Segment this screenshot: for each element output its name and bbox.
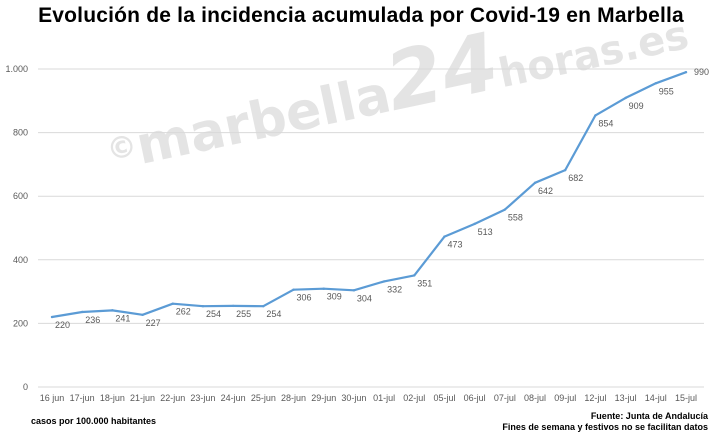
data-point — [50, 315, 54, 319]
data-point — [292, 288, 295, 291]
gridlines — [38, 68, 704, 388]
data-label: 227 — [146, 318, 161, 328]
data-point — [171, 302, 174, 305]
x-tick-label: 23-jun — [190, 393, 215, 403]
data-label: 909 — [629, 101, 644, 111]
y-tick-label: 400 — [13, 255, 28, 265]
weekend-note: Fines de semana y festivos no se facilit… — [502, 422, 708, 432]
data-label: 254 — [206, 309, 221, 319]
data-point — [262, 305, 265, 308]
x-tick-label: 21-jun — [130, 393, 155, 403]
data-point — [473, 222, 476, 226]
x-tick-label: 22-jun — [160, 393, 185, 403]
data-point — [503, 208, 507, 211]
data-point — [322, 287, 325, 290]
series-line — [50, 71, 688, 319]
data-point — [533, 181, 537, 185]
chart-title: Evolución de la incidencia acumulada por… — [38, 4, 684, 27]
data-label: 262 — [176, 307, 191, 317]
data-labels: 220 236 241 227 262 254 255 254 306 309 304 332 351 4… — [55, 67, 709, 330]
data-label: 473 — [447, 240, 462, 250]
x-tick-label: 24-jun — [221, 393, 246, 403]
data-label: 241 — [115, 313, 130, 323]
y-tick-label: 0 — [23, 382, 28, 392]
x-tick-label: 14-jul — [645, 393, 667, 403]
x-tick-label: 13-jul — [615, 393, 637, 403]
data-point — [654, 82, 658, 85]
x-tick-label: 28-jun — [281, 393, 306, 403]
x-tick-label: 05-jul — [433, 393, 455, 403]
x-tick-label: 15-jul — [675, 393, 697, 403]
data-label: 351 — [417, 278, 432, 288]
data-point — [352, 289, 356, 292]
x-tick-label: 08-jul — [524, 393, 546, 403]
data-label: 990 — [694, 67, 709, 77]
x-tick-label: 30-jun — [341, 393, 366, 403]
data-point — [624, 96, 627, 100]
data-point — [111, 309, 114, 312]
data-point — [231, 304, 235, 308]
data-label: 236 — [85, 315, 100, 325]
data-label: 642 — [538, 186, 553, 196]
data-label: 220 — [55, 320, 70, 330]
data-point — [443, 235, 446, 238]
data-point — [413, 274, 416, 277]
x-axis-ticks: 16 jun 17-jun 18-jun 21-jun 22-jun 23-jun 24-j… — [40, 393, 697, 403]
series-layer — [50, 70, 688, 319]
data-label: 306 — [297, 293, 312, 303]
x-tick-label: 17-jun — [70, 393, 95, 403]
y-tick-label: 800 — [13, 128, 28, 138]
data-point — [141, 313, 144, 317]
x-tick-label: 18-jun — [100, 393, 125, 403]
data-label: 254 — [266, 309, 281, 319]
data-point — [80, 310, 84, 314]
x-tick-label: 29-jun — [311, 393, 336, 403]
x-tick-label: 09-jul — [554, 393, 576, 403]
x-tick-label: 06-jul — [464, 393, 486, 403]
source-line: Fuente: Junta de Andalucía — [590, 411, 708, 421]
data-point — [594, 114, 597, 117]
data-label: 682 — [568, 173, 583, 183]
y-axis-ticks: 0 200 400 600 800 1.000 — [5, 64, 28, 392]
y-tick-label: 200 — [13, 318, 28, 328]
x-tick-label: 01-jul — [373, 393, 395, 403]
y-tick-label: 1.000 — [5, 64, 28, 74]
source-note: Fuente: Junta de Andalucía Fines de sema… — [502, 411, 708, 433]
x-tick-label: 07-jul — [494, 393, 516, 403]
data-label: 304 — [357, 293, 372, 303]
data-label: 309 — [327, 292, 342, 302]
x-tick-label: 16 jun — [40, 393, 65, 403]
x-tick-label: 02-jul — [403, 393, 425, 403]
data-point — [382, 280, 386, 283]
data-label: 558 — [508, 213, 523, 223]
data-label: 513 — [478, 227, 493, 237]
data-label: 854 — [598, 118, 613, 128]
x-tick-label: 25-jun — [251, 393, 276, 403]
data-label: 955 — [659, 86, 674, 96]
data-point — [684, 70, 688, 74]
data-point — [564, 168, 567, 172]
units-note: casos por 100.000 habitantes — [31, 416, 157, 426]
data-label: 255 — [236, 309, 251, 319]
x-tick-label: 12-jul — [584, 393, 606, 403]
data-point — [201, 305, 205, 308]
y-tick-label: 600 — [13, 191, 28, 201]
data-label: 332 — [387, 284, 402, 294]
